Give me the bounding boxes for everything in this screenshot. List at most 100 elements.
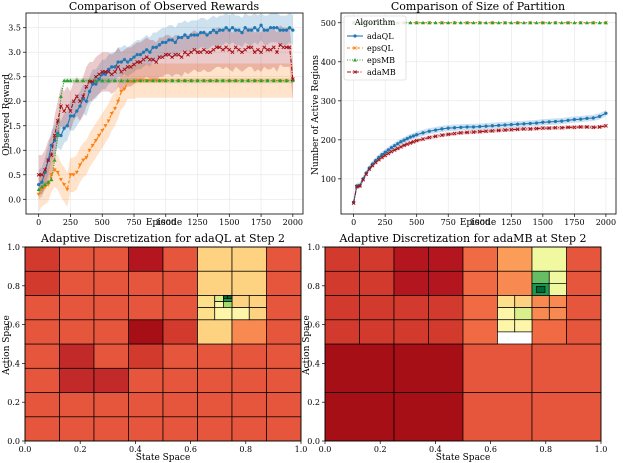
data-point — [237, 28, 241, 32]
data-point — [135, 52, 139, 57]
data-point — [275, 50, 279, 55]
data-point — [503, 123, 507, 127]
x-tick-label: 750 — [126, 218, 141, 227]
data-point — [452, 126, 457, 130]
data-point — [93, 138, 98, 143]
data-point — [138, 78, 143, 83]
data-point — [55, 133, 60, 138]
data-point — [392, 143, 397, 148]
x-tick-label: 0.2 — [374, 445, 387, 454]
data-point — [195, 50, 200, 55]
data-point — [103, 124, 108, 128]
data-point — [386, 151, 391, 156]
heatmap-cell — [162, 270, 198, 296]
data-point — [97, 134, 102, 138]
heatmap-cell — [428, 295, 464, 321]
data-point — [59, 133, 63, 138]
data-point — [414, 138, 419, 143]
data-point — [268, 47, 273, 52]
heatmap-cell — [462, 343, 533, 393]
data-point — [272, 26, 276, 30]
data-point — [211, 28, 216, 32]
data-point — [151, 78, 156, 83]
data-point — [186, 35, 190, 40]
data-point — [135, 79, 140, 83]
data-point — [252, 50, 257, 55]
data-point — [173, 52, 178, 57]
heatmap-cell — [197, 392, 233, 418]
heatmap-cell — [231, 416, 267, 442]
data-point — [119, 69, 124, 74]
data-point — [459, 125, 463, 130]
data-point — [399, 144, 403, 149]
heatmap-cell — [162, 416, 198, 442]
data-point — [62, 109, 67, 113]
heatmap-cell — [162, 367, 198, 393]
heatmap-cell — [393, 319, 429, 345]
data-point — [534, 20, 539, 25]
y-tick-label: 0.2 — [7, 398, 20, 407]
y-tick-label: 500 — [321, 19, 336, 28]
x-tick-label: 1500 — [219, 218, 239, 227]
data-point — [383, 150, 387, 155]
data-point — [246, 45, 251, 50]
heatmap-cell — [93, 319, 129, 345]
data-point — [46, 183, 51, 187]
heat-adaql-title: Adaptive Discretization for adaQL at Ste… — [40, 232, 285, 245]
heatmap-cell — [248, 307, 267, 321]
panel-partition: Comparison of Size of Partition Episode … — [311, 0, 617, 228]
data-point — [205, 50, 209, 55]
data-point — [383, 153, 388, 158]
heatmap-cell — [548, 283, 567, 296]
data-point — [603, 123, 608, 128]
data-point — [201, 78, 206, 83]
legend-label: adaQL — [367, 32, 394, 41]
data-point — [256, 28, 260, 32]
data-point — [157, 55, 162, 60]
data-point — [411, 134, 416, 138]
heatmap-cell — [359, 319, 395, 345]
data-point — [37, 182, 41, 187]
data-point — [224, 45, 229, 50]
data-point — [55, 170, 60, 175]
heatmap-cell — [393, 392, 464, 442]
heatmap-cell — [197, 343, 233, 369]
data-point — [439, 20, 444, 25]
data-point — [433, 20, 438, 25]
data-point — [167, 52, 171, 57]
data-point — [205, 33, 209, 37]
heatmap-cell — [393, 343, 464, 393]
data-point — [490, 128, 495, 133]
x-tick-label: 0 — [36, 218, 41, 227]
y-tick-label: 1.5 — [8, 122, 21, 131]
data-point — [509, 20, 514, 25]
y-tick-label: 300 — [321, 97, 336, 106]
data-point — [93, 74, 98, 79]
data-point — [572, 117, 577, 122]
partition-xlabel: Episode — [460, 218, 496, 228]
data-point — [71, 114, 76, 118]
data-point — [74, 78, 79, 83]
data-point — [427, 135, 432, 140]
data-point — [160, 40, 165, 45]
data-point — [278, 42, 283, 47]
data-point — [49, 177, 54, 182]
heatmap-cell — [514, 307, 533, 321]
data-point — [446, 126, 450, 130]
data-point — [578, 117, 583, 121]
heatmap-cell — [393, 270, 429, 296]
data-point — [182, 78, 187, 83]
heatmap-cell — [231, 367, 267, 393]
x-tick-label: 1500 — [533, 218, 553, 227]
data-point — [427, 129, 432, 133]
data-point — [36, 172, 41, 177]
data-point — [465, 125, 469, 129]
data-point — [553, 125, 558, 130]
heatmap-cell — [93, 416, 129, 442]
data-point — [361, 177, 365, 182]
data-point — [392, 148, 397, 152]
data-point — [112, 107, 117, 111]
data-point — [65, 187, 70, 192]
data-point — [421, 137, 425, 141]
